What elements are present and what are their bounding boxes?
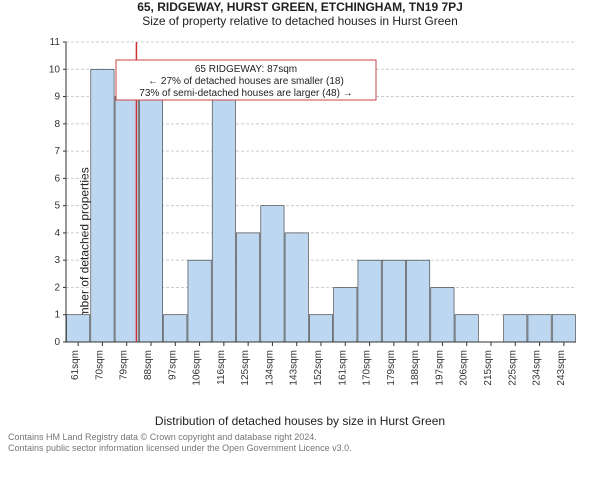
- x-axis-label: Distribution of detached houses by size …: [0, 414, 600, 428]
- svg-text:10: 10: [49, 64, 61, 75]
- svg-text:65 RIDGEWAY: 87sqm: 65 RIDGEWAY: 87sqm: [195, 64, 297, 75]
- chart-area: 0 1 2 3 4 5 6 7 8 9 10 11 61sqm 70sqm 79sqm 88sqm 97sqm 1…: [36, 32, 596, 412]
- svg-text:7: 7: [54, 146, 60, 157]
- svg-text:206sqm: 206sqm: [459, 350, 470, 386]
- chart-subtitle: Size of property relative to detached ho…: [0, 14, 600, 28]
- chart-title: 65, RIDGEWAY, HURST GREEN, ETCHINGHAM, T…: [0, 0, 600, 14]
- svg-text:88sqm: 88sqm: [143, 350, 154, 380]
- histogram-svg: 0 1 2 3 4 5 6 7 8 9 10 11 61sqm 70sqm 79sqm 88sqm 97sqm 1…: [36, 32, 596, 412]
- svg-text:4: 4: [54, 228, 60, 239]
- svg-text:73% of semi-detached houses ar: 73% of semi-detached houses are larger (…: [139, 88, 352, 99]
- svg-text:179sqm: 179sqm: [386, 350, 397, 386]
- svg-text:125sqm: 125sqm: [240, 350, 251, 386]
- svg-text:152sqm: 152sqm: [313, 350, 324, 386]
- svg-text:143sqm: 143sqm: [289, 350, 300, 386]
- footer-line2: Contains public sector information licen…: [8, 443, 592, 454]
- svg-text:134sqm: 134sqm: [264, 350, 275, 386]
- svg-text:← 27% of detached houses are s: ← 27% of detached houses are smaller (18…: [148, 76, 344, 87]
- svg-text:70sqm: 70sqm: [94, 350, 105, 380]
- svg-text:61sqm: 61sqm: [70, 350, 81, 380]
- footer-attribution: Contains HM Land Registry data © Crown c…: [0, 428, 600, 454]
- svg-text:9: 9: [54, 92, 60, 103]
- svg-text:161sqm: 161sqm: [337, 350, 348, 386]
- svg-text:188sqm: 188sqm: [410, 350, 421, 386]
- svg-text:79sqm: 79sqm: [119, 350, 130, 380]
- svg-text:11: 11: [50, 37, 61, 48]
- svg-text:234sqm: 234sqm: [532, 350, 543, 386]
- svg-text:215sqm: 215sqm: [483, 350, 494, 386]
- svg-text:2: 2: [54, 282, 60, 293]
- svg-text:97sqm: 97sqm: [167, 350, 178, 380]
- svg-text:170sqm: 170sqm: [362, 350, 373, 386]
- svg-text:0: 0: [54, 337, 60, 348]
- svg-text:116sqm: 116sqm: [216, 350, 227, 385]
- footer-line1: Contains HM Land Registry data © Crown c…: [8, 432, 592, 443]
- svg-text:225sqm: 225sqm: [507, 350, 518, 386]
- svg-text:1: 1: [54, 310, 60, 321]
- svg-text:5: 5: [54, 201, 60, 212]
- svg-text:6: 6: [54, 173, 60, 184]
- svg-text:3: 3: [54, 255, 60, 266]
- svg-text:8: 8: [54, 119, 60, 130]
- svg-text:106sqm: 106sqm: [192, 350, 203, 386]
- svg-text:197sqm: 197sqm: [434, 350, 445, 386]
- svg-text:243sqm: 243sqm: [556, 350, 567, 386]
